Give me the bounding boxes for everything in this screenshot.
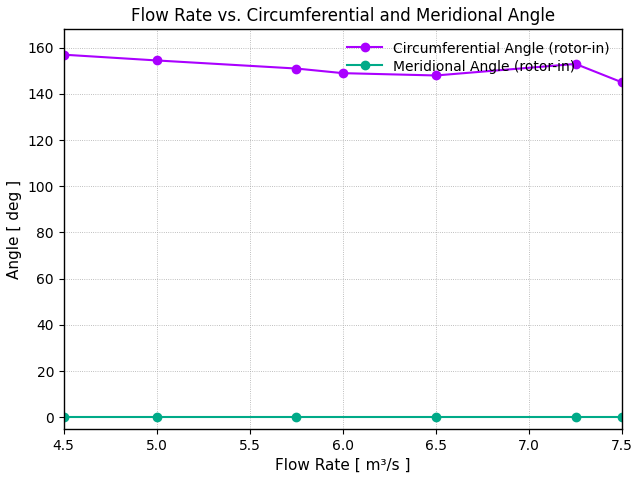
- Circumferential Angle (rotor-in): [153, 58, 161, 63]
- Circumferential Angle (rotor-in): [292, 66, 300, 72]
- Meridional Angle (rotor-in): [572, 414, 579, 420]
- Meridional Angle (rotor-in): [618, 414, 626, 420]
- Line: Circumferential Angle (rotor-in): Circumferential Angle (rotor-in): [60, 50, 627, 86]
- Title: Flow Rate vs. Circumferential and Meridional Angle: Flow Rate vs. Circumferential and Meridi…: [131, 7, 555, 25]
- Meridional Angle (rotor-in): [60, 414, 68, 420]
- Meridional Angle (rotor-in): [432, 414, 440, 420]
- Circumferential Angle (rotor-in): [339, 70, 347, 76]
- Circumferential Angle (rotor-in): [60, 52, 68, 58]
- Line: Meridional Angle (rotor-in): Meridional Angle (rotor-in): [60, 413, 627, 421]
- Circumferential Angle (rotor-in): [618, 80, 626, 85]
- Meridional Angle (rotor-in): [292, 414, 300, 420]
- Circumferential Angle (rotor-in): [572, 61, 579, 67]
- X-axis label: Flow Rate [ m³/s ]: Flow Rate [ m³/s ]: [275, 458, 411, 473]
- Y-axis label: Angle [ deg ]: Angle [ deg ]: [7, 180, 22, 278]
- Circumferential Angle (rotor-in): [432, 72, 440, 78]
- Meridional Angle (rotor-in): [153, 414, 161, 420]
- Legend: Circumferential Angle (rotor-in), Meridional Angle (rotor-in): Circumferential Angle (rotor-in), Meridi…: [342, 36, 615, 80]
